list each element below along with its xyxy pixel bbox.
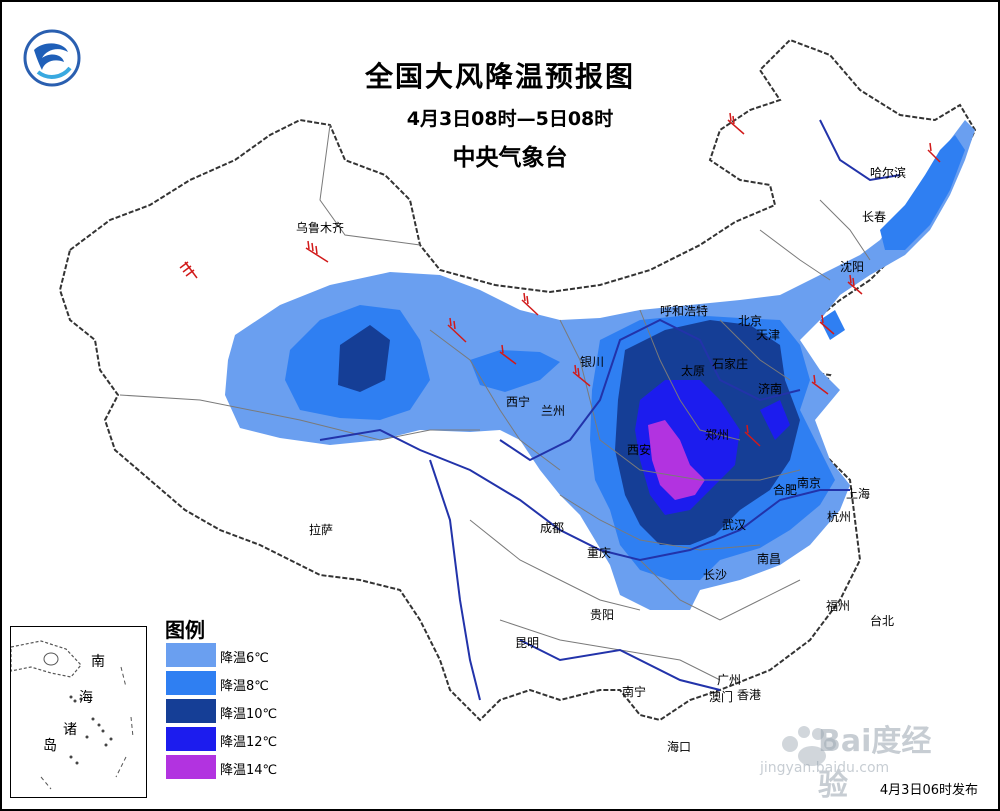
city-label: 成都 [540, 521, 565, 535]
legend-label: 降温6℃ [220, 651, 269, 666]
city-label: 福州 [826, 599, 851, 613]
city-label: 杭州 [827, 510, 852, 524]
city-label: 上海 [846, 487, 871, 501]
city-label: 石家庄 [712, 357, 749, 371]
legend-item: 降温10℃ [166, 699, 306, 723]
baidu-paw-icon [782, 726, 836, 766]
city-label: 澳门 [709, 690, 734, 704]
city-label: 长春 [862, 210, 887, 224]
rivers [319, 119, 901, 701]
legend-swatch [166, 699, 216, 723]
city-label: 乌鲁木齐 [296, 221, 345, 235]
inset-map [10, 640, 134, 790]
inset-label: 岛 [43, 738, 57, 754]
city-label: 沈阳 [840, 260, 865, 274]
city-label: 海口 [667, 740, 692, 754]
legend-title: 图例 [165, 618, 205, 642]
legend-item: 降温14℃ [166, 755, 306, 779]
city-label: 昆明 [515, 636, 540, 650]
city-label: 郑州 [705, 428, 730, 442]
wind-barbs [179, 112, 941, 447]
agency-name: 中央气象台 [452, 145, 568, 171]
legend-item: 降温12℃ [166, 727, 306, 751]
city-label: 贵阳 [590, 608, 615, 622]
city-label: 广州 [717, 673, 742, 687]
city-label: 哈尔滨 [870, 166, 907, 180]
city-label: 台北 [870, 614, 895, 628]
city-label: 合肥 [773, 483, 798, 497]
inset-label: 海 [79, 690, 93, 706]
legend-label: 降温12℃ [220, 735, 278, 750]
watermark-url: jingyan.baidu.com [760, 760, 890, 776]
legend-item: 降温6℃ [166, 643, 306, 667]
legend-swatch [166, 755, 216, 779]
legend-swatch [166, 643, 216, 667]
map-title: 全国大风降温预报图 [364, 60, 635, 93]
inset-label: 南 [91, 654, 105, 670]
city-label: 银川 [580, 355, 605, 369]
city-label: 兰州 [541, 404, 566, 418]
city-label: 南昌 [757, 552, 782, 566]
watermark-text: Bai度经验 [818, 724, 932, 803]
city-label: 呼和浩特 [660, 304, 709, 318]
city-label: 天津 [756, 328, 781, 342]
city-label: 太原 [681, 364, 706, 378]
legend-label: 降温14℃ [220, 763, 278, 778]
city-label: 西安 [627, 443, 652, 457]
city-label: 济南 [758, 382, 783, 396]
zone-14 [648, 420, 705, 500]
legend-swatch [166, 727, 216, 751]
city-label: 北京 [738, 314, 763, 328]
forecast-period: 4月3日08时—5日08时 [406, 108, 614, 130]
cma-logo-icon [23, 29, 81, 87]
city-label: 南宁 [622, 685, 647, 699]
watermark: Bai度经验 jingyan.baidu.com [760, 712, 960, 803]
city-label: 南京 [797, 476, 822, 490]
legend-swatch [166, 671, 216, 695]
legend-item: 降温8℃ [166, 671, 306, 695]
city-label: 香港 [737, 688, 762, 702]
city-label: 长沙 [703, 568, 728, 582]
release-time: 4月3日06时发布 [879, 783, 978, 798]
city-label: 西宁 [506, 395, 531, 409]
inset-label: 诸 [63, 722, 77, 738]
legend-label: 降温10℃ [220, 707, 278, 722]
city-label: 重庆 [587, 546, 612, 560]
legend-label: 降温8℃ [220, 679, 269, 694]
south-china-sea-inset: 南 海 诸 岛 [10, 626, 147, 798]
city-label: 武汉 [722, 518, 747, 532]
city-label: 拉萨 [309, 523, 334, 537]
